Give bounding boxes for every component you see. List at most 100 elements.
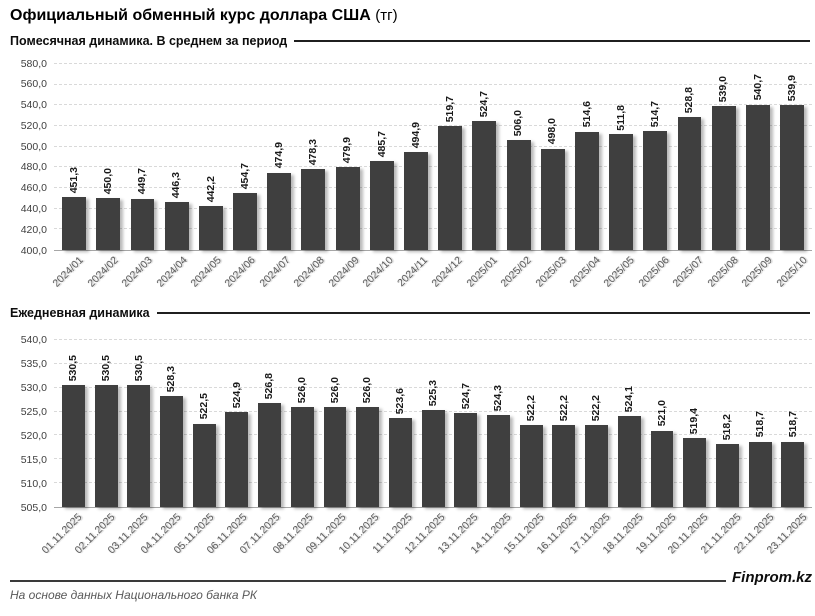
gridline: [54, 228, 812, 230]
x-axis-tick-label: 2025/09: [739, 254, 775, 290]
bar-group: 446,3: [160, 64, 194, 250]
daily-section-header: Ежедневная динамика: [10, 305, 812, 320]
monthly-section-header: Помесячная динамика. В среднем за период: [10, 33, 812, 48]
bar: [301, 169, 326, 250]
bar-value-label: 522,2: [590, 394, 603, 421]
bar-value-label: 521,0: [655, 400, 668, 427]
x-axis-tick-label: 2025/05: [601, 254, 638, 290]
bar-value-label: 524,7: [459, 382, 472, 410]
bar-value-label: 446,3: [170, 171, 183, 199]
bar-group: 526,0: [351, 340, 384, 507]
bar-group: 524,9: [221, 340, 254, 507]
bar: [233, 193, 257, 250]
footer-rule: [10, 579, 726, 582]
bar-group: 519,7: [433, 64, 467, 250]
bar-value-label: 522,2: [557, 394, 570, 421]
bar-value-label: 525,3: [426, 379, 439, 407]
bar-group: 474,9: [262, 64, 296, 250]
bar-group: 524,7: [449, 340, 482, 507]
bar-value-label: 506,0: [512, 110, 525, 137]
bar-group: 526,0: [286, 340, 319, 507]
bar-value-label: 526,0: [361, 376, 374, 403]
page-title-unit: (тг): [375, 7, 398, 24]
x-axis-tick-label: 2024/09: [326, 254, 362, 290]
bar: [421, 410, 445, 507]
bar-group: 526,8: [253, 340, 286, 507]
bar: [96, 198, 121, 250]
bar-value-label: 524,7: [478, 90, 491, 118]
bar: [127, 385, 151, 507]
bar: [677, 116, 702, 250]
x-axis: 2024/01 2024/02 2024/03 2024/04 2024/05 2024/…: [51, 251, 812, 303]
bar-group: 518,7: [776, 340, 809, 507]
bar-value-label: 514,7: [649, 101, 662, 128]
bar-group: 525,3: [417, 340, 450, 507]
x-axis-tick-label: 2024/02: [85, 254, 121, 290]
gridline: [54, 166, 812, 168]
section-rule: [156, 311, 810, 314]
bar: [438, 126, 463, 250]
bar-value-label: 518,2: [721, 413, 734, 441]
bar-group: 522,2: [548, 340, 581, 507]
bar-group: 539,0: [707, 64, 741, 250]
bar-value-label: 494,9: [409, 121, 422, 148]
bar: [487, 414, 510, 507]
y-axis-tick-label: 520,0: [20, 429, 47, 442]
bar-value-label: 523,6: [394, 387, 407, 415]
bar: [781, 441, 805, 507]
bar-group: 524,7: [467, 64, 501, 250]
bar: [552, 424, 576, 507]
bar-group: 498,0: [536, 64, 570, 250]
x-axis-tick-label: 2024/11: [395, 254, 431, 290]
x-axis-tick-label: 2024/08: [291, 254, 328, 290]
y-axis-tick-label: 540,0: [20, 99, 47, 112]
y-axis-tick-label: 535,0: [20, 357, 47, 370]
bar-value-label: 530,5: [132, 355, 145, 382]
y-axis: 505,0 510,0 515,0 520,0 525,0 530,0 535,0 540,0: [10, 334, 54, 512]
bar-value-label: 524,9: [230, 381, 243, 409]
bar-group: 523,6: [384, 340, 417, 507]
bar-value-label: 530,5: [99, 355, 112, 382]
bar-series: 530,5 530,5 530,5 528,3 522,5 524,9 526,8 526,0…: [54, 340, 812, 507]
y-axis-tick-label: 505,0: [20, 501, 47, 514]
bar-group: 450,0: [91, 64, 125, 250]
bar-group: 540,7: [741, 64, 775, 250]
x-axis-tick-label: 2024/05: [188, 254, 224, 290]
bar-series: 451,3 450,0 449,7 446,3 442,2 454,7 474,9 478,3…: [54, 64, 812, 250]
bar-value-label: 530,5: [67, 355, 80, 382]
gridline: [54, 83, 812, 85]
bar: [748, 441, 772, 507]
bar-group: 530,5: [122, 340, 155, 507]
bar-group: 511,8: [604, 64, 638, 250]
x-axis-tick-label: 2024/07: [257, 254, 293, 290]
bar-group: 528,8: [672, 64, 706, 250]
bar: [711, 106, 736, 250]
bar: [454, 413, 478, 507]
bar-group: 528,3: [155, 340, 188, 507]
bar-value-label: 511,8: [614, 104, 627, 131]
gridline: [54, 386, 812, 388]
bar-group: 521,0: [646, 340, 679, 507]
x-axis-tick-label: 2025/08: [705, 254, 741, 290]
x-axis-tick-label: 2025/06: [636, 254, 672, 290]
bar-value-label: 450,0: [102, 168, 115, 195]
bar-group: 518,2: [711, 340, 744, 507]
bar: [780, 105, 804, 250]
y-axis-tick-label: 515,0: [20, 453, 47, 466]
bar: [388, 418, 412, 507]
daily-chart-section: Ежедневная динамика 505,0 510,0 515,0 520,0…: [10, 305, 812, 566]
bar: [130, 198, 155, 250]
daily-section-title: Ежедневная динамика: [10, 305, 150, 320]
plot-area: 530,5 530,5 530,5 528,3 522,5 524,9 526,8 526,0…: [54, 339, 812, 508]
bar: [267, 172, 292, 250]
brand-logo: Finprom.kz: [731, 569, 812, 586]
bar-value-label: 526,8: [263, 372, 276, 399]
bar-value-label: 451,3: [67, 166, 80, 193]
bar-value-label: 474,9: [272, 142, 285, 169]
bar-group: 485,7: [365, 64, 399, 250]
chart-plot-grid: 400,0 420,0 440,0 460,0 480,0 500,0 520,0 540,0…: [10, 58, 812, 256]
gridline: [54, 362, 812, 364]
bar-value-label: 498,0: [546, 118, 559, 145]
x-axis-tick-label: 2024/03: [119, 254, 155, 290]
